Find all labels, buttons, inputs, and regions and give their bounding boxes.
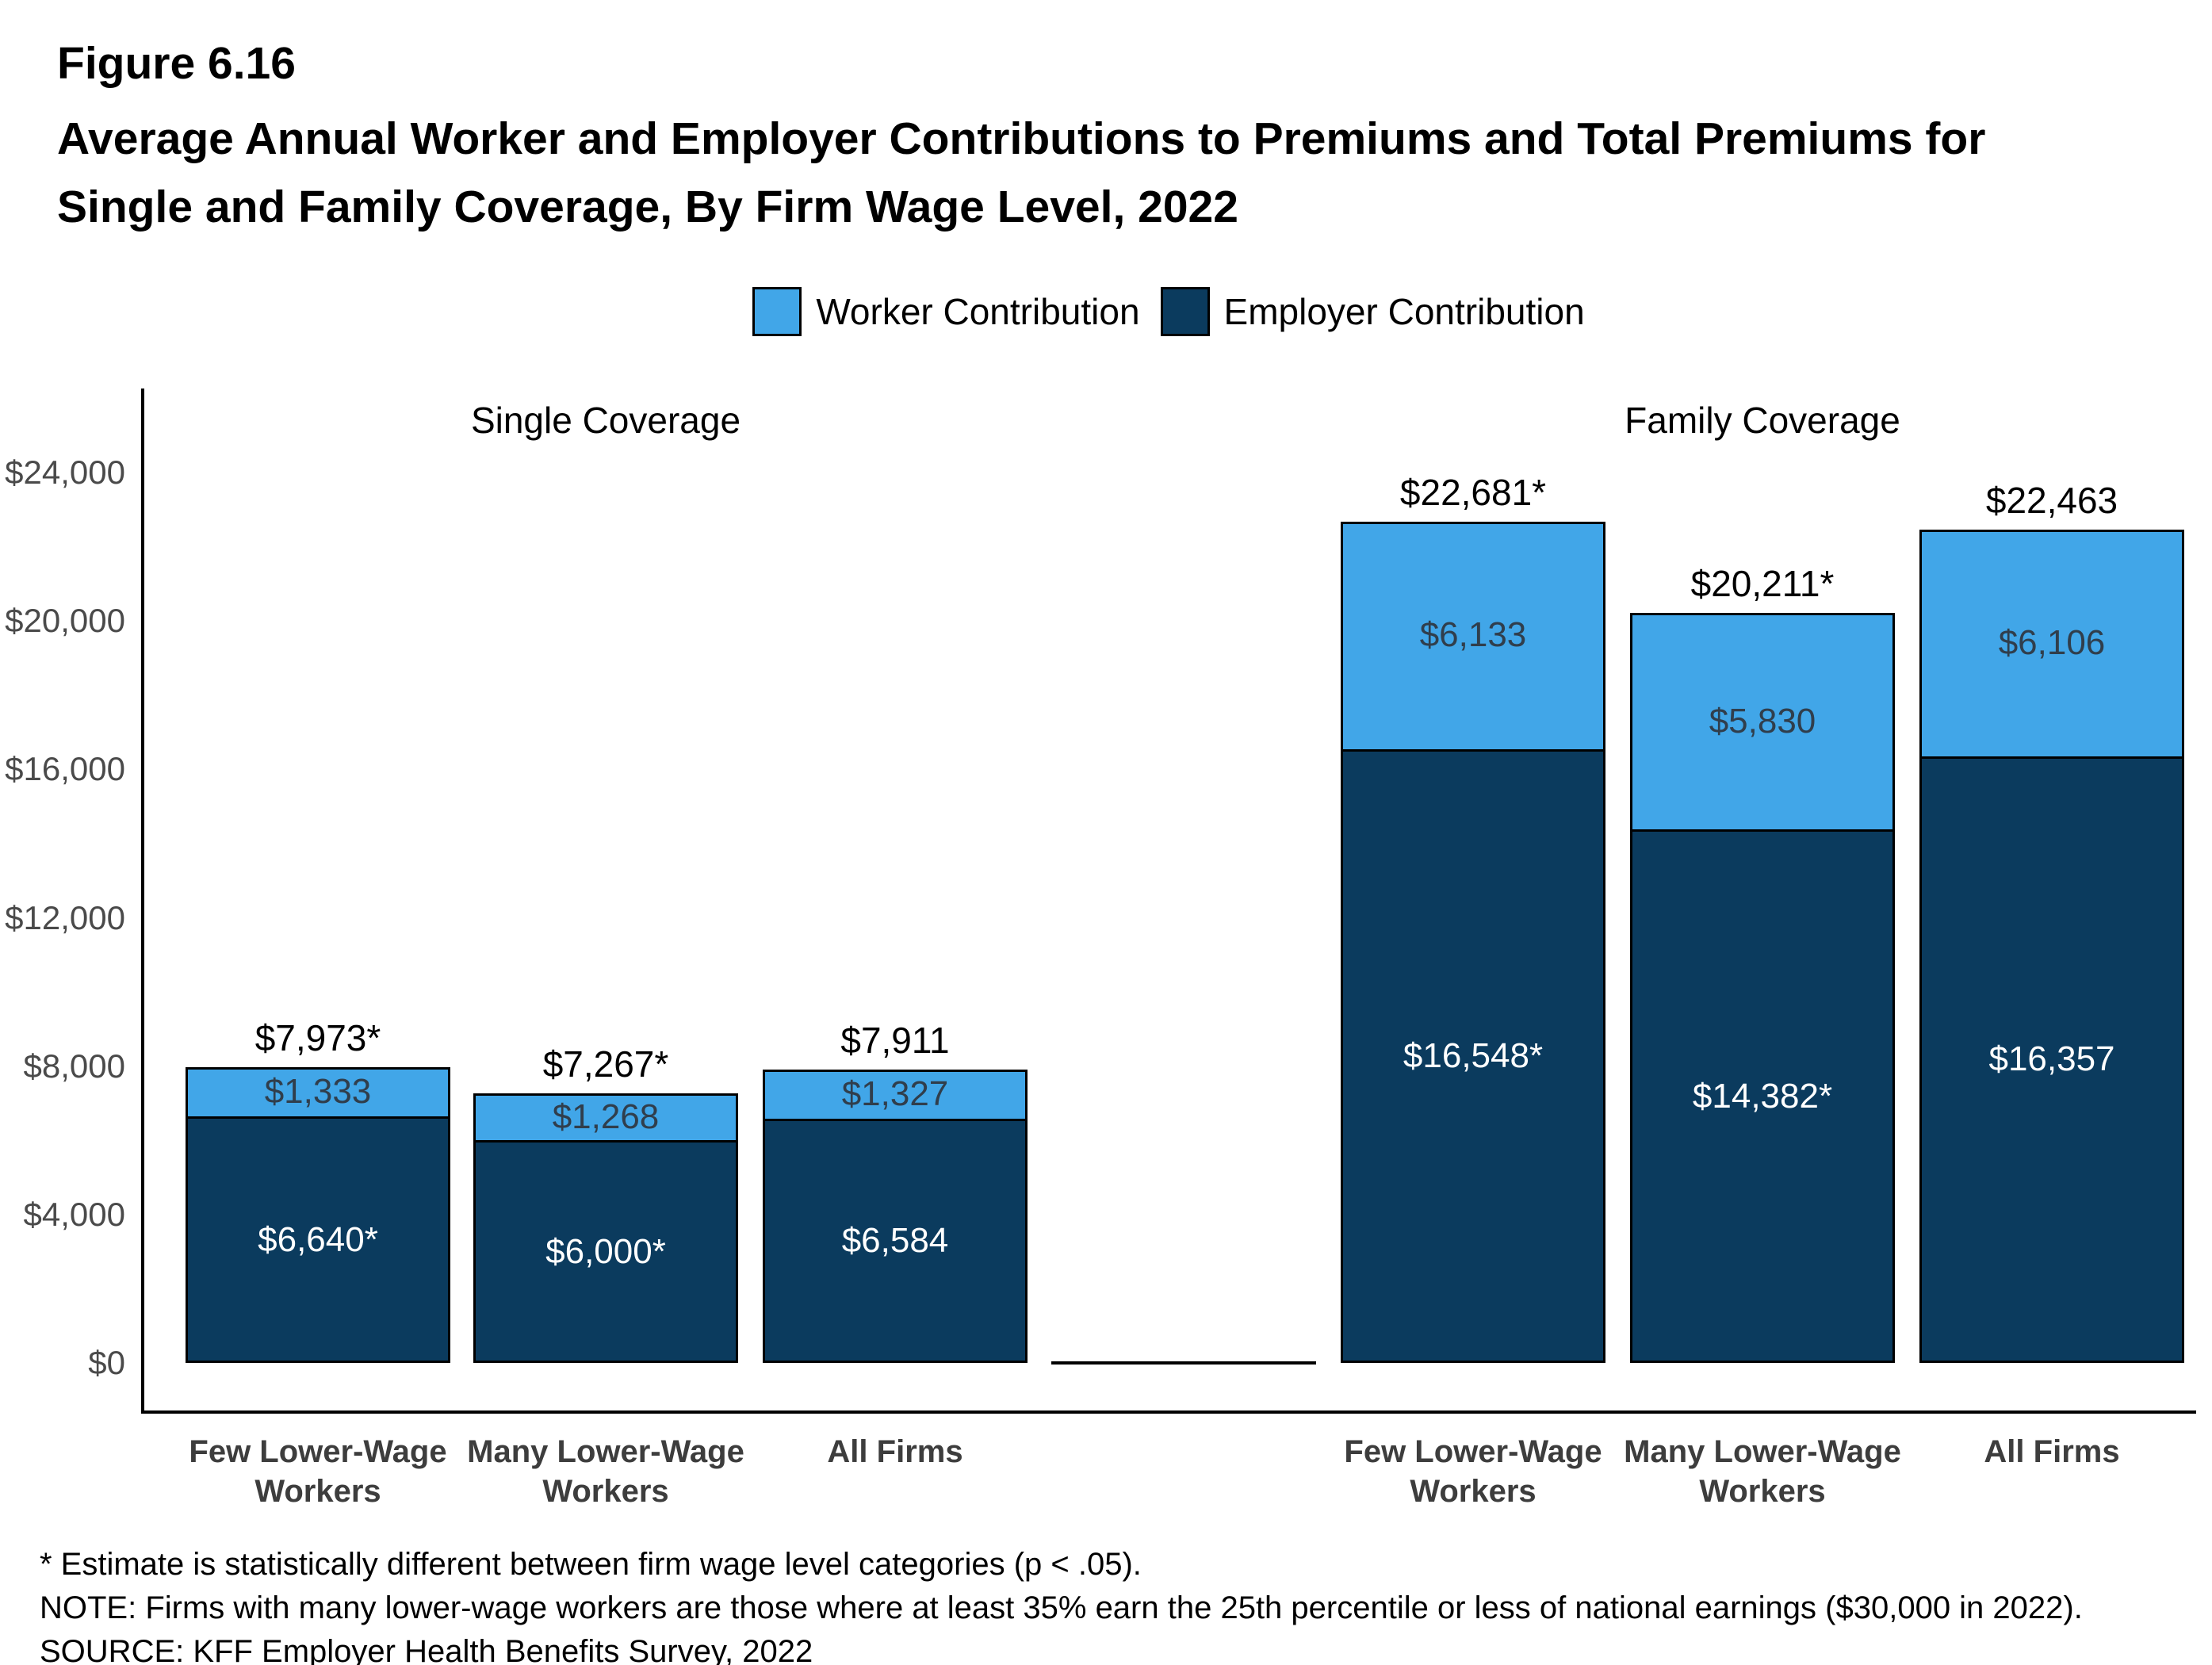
employer-contribution-swatch (1160, 287, 1210, 336)
footnote-significance: * Estimate is statistically different be… (40, 1547, 1142, 1582)
empty-slot-baseline (1051, 1361, 1316, 1365)
y-axis-tick-label: $20,000 (5, 602, 125, 640)
category-label-line: Many Lower-Wage (467, 1434, 744, 1469)
y-axis-tick-label: $4,000 (23, 1195, 125, 1233)
legend-item-worker: Worker Contribution (752, 287, 1140, 336)
category-label: All Firms (713, 1432, 1077, 1472)
y-axis-tick-label: $24,000 (5, 454, 125, 491)
bar-segment-worker (1341, 521, 1605, 749)
category-label-line: Few Lower-Wage (1344, 1434, 1602, 1469)
bar-total-label: $22,681* (1399, 471, 1547, 513)
category-label-line: All Firms (827, 1434, 963, 1469)
bar-segment-worker (1919, 529, 2184, 756)
bar-segment-worker (473, 1093, 738, 1141)
bar-total-label: $7,267* (542, 1043, 669, 1085)
bar-segment-worker (186, 1066, 450, 1117)
footnote-source: SOURCE: KFF Employer Health Benefits Sur… (40, 1634, 813, 1665)
footnotes: * Estimate is statistically different be… (40, 1543, 2083, 1665)
y-axis-line (141, 388, 144, 1414)
chart-legend: Worker Contribution Employer Contributio… (141, 287, 2196, 336)
figure-number: Figure 6.16 (57, 38, 296, 89)
bar-employer-value: $6,640* (258, 1219, 378, 1259)
bar-total-label: $7,973* (254, 1016, 381, 1058)
y-axis-tick-label: $0 (88, 1344, 125, 1381)
bar-segment-employer (1341, 748, 1605, 1363)
y-axis-tick-label: $12,000 (5, 898, 125, 936)
worker-contribution-swatch (752, 287, 802, 336)
group-title: Family Coverage (1625, 400, 1900, 441)
bar-segment-employer (1919, 756, 2184, 1363)
legend-label-worker: Worker Contribution (816, 291, 1140, 332)
category-label-line: Few Lower-Wage (189, 1434, 447, 1469)
category-label-line: Workers (1410, 1474, 1537, 1509)
bar-worker-value: $1,333 (264, 1072, 372, 1112)
category-label: All Firms (1869, 1432, 2212, 1472)
bar-total-label: $20,211* (1690, 563, 1835, 605)
legend-label-employer: Employer Contribution (1223, 291, 1585, 332)
bar-segment-worker (763, 1069, 1028, 1119)
bar-worker-value: $6,106 (1998, 622, 2106, 662)
bar-employer-value: $6,584 (841, 1220, 949, 1260)
bar-employer-value: $16,548* (1403, 1035, 1544, 1075)
bar-segment-employer (186, 1116, 450, 1363)
category-label-line: Workers (254, 1474, 381, 1509)
bar-worker-value: $1,327 (841, 1074, 949, 1113)
legend-item-employer: Employer Contribution (1160, 287, 1585, 336)
y-axis-tick-label: $16,000 (5, 750, 125, 788)
bar-worker-value: $6,133 (1419, 615, 1527, 655)
x-axis-line (141, 1410, 2196, 1414)
bar-worker-value: $5,830 (1709, 701, 1816, 741)
category-label-line: Many Lower-Wage (1624, 1434, 1901, 1469)
category-label-line: All Firms (1984, 1434, 2120, 1469)
footnote-note: NOTE: Firms with many lower-wage workers… (40, 1590, 2083, 1625)
category-label-line: Workers (1699, 1474, 1826, 1509)
bar-segment-worker (1630, 613, 1895, 830)
bar-total-label: $7,911 (840, 1019, 950, 1061)
category-label-line: Workers (542, 1474, 669, 1509)
figure-title: Average Annual Worker and Employer Contr… (57, 105, 1985, 241)
figure-title-line2: Single and Family Coverage, By Firm Wage… (57, 182, 1238, 232)
bar-employer-value: $16,357 (1988, 1039, 2115, 1079)
category-label: Many Lower-Wage Workers (1580, 1432, 1945, 1511)
bar-total-label: $22,463 (1985, 479, 2118, 521)
figure-header: Figure 6.16 Average Annual Worker and Em… (57, 36, 1985, 241)
category-label: Few Lower-Wage Workers (1291, 1432, 1655, 1511)
bar-employer-value: $14,382* (1692, 1076, 1833, 1116)
bar-segment-employer (1630, 829, 1895, 1363)
y-axis-tick-label: $8,000 (23, 1047, 125, 1085)
bar-segment-employer (763, 1118, 1028, 1363)
category-label: Many Lower-Wage Workers (423, 1432, 788, 1511)
group-title: Single Coverage (470, 400, 741, 441)
category-label: Few Lower-Wage Workers (136, 1432, 500, 1511)
bar-segment-employer (473, 1140, 738, 1363)
bar-worker-value: $1,268 (552, 1097, 660, 1136)
bar-employer-value: $6,000* (545, 1231, 666, 1271)
figure-title-line1: Average Annual Worker and Employer Contr… (57, 113, 1986, 164)
